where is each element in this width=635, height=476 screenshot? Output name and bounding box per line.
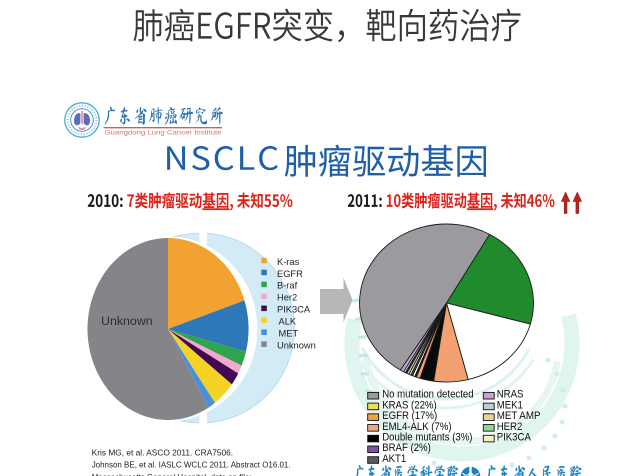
svg-text:No mutation detected: No mutation detected (382, 389, 473, 401)
svg-text:Guangdong Lung Cancer Institut: Guangdong Lung Cancer Institute (105, 130, 223, 137)
svg-text:HER2: HER2 (497, 421, 523, 433)
svg-text:KRAS (22%): KRAS (22%) (382, 399, 437, 411)
svg-text:EGFR: EGFR (277, 269, 303, 279)
svg-text:BRAF (2%): BRAF (2%) (382, 442, 431, 454)
svg-text:MEK1: MEK1 (497, 399, 523, 411)
svg-text:Double mutants (3%): Double mutants (3%) (382, 431, 472, 443)
svg-text:MET: MET (279, 329, 299, 339)
svg-text:B-raf: B-raf (277, 281, 298, 291)
svg-text:Massachusetts General Hospital: Massachusetts General Hospital, data on … (92, 473, 252, 476)
svg-text:MET AMP: MET AMP (497, 410, 541, 422)
svg-text:Her2: Her2 (277, 293, 297, 303)
svg-text:K-ras: K-ras (277, 257, 300, 267)
svg-text:ALK: ALK (279, 317, 297, 327)
svg-text:PIK3CA: PIK3CA (277, 305, 311, 315)
svg-text:PIK3CA: PIK3CA (497, 431, 532, 443)
svg-text:NRAS: NRAS (497, 389, 524, 401)
svg-text:EML4-ALK (7%): EML4-ALK (7%) (382, 421, 452, 433)
svg-text:Unknown: Unknown (101, 314, 153, 328)
svg-text:Unknown: Unknown (277, 340, 316, 350)
svg-text:Kris MG, et al. ASCO 2011. CRA: Kris MG, et al. ASCO 2011. CRA7506. (92, 448, 233, 457)
svg-text:Johnson BE, et al. IASLC WCLC: Johnson BE, et al. IASLC WCLC 2011. Abst… (92, 461, 291, 470)
svg-text:AKT1: AKT1 (382, 453, 406, 465)
svg-text:EGFR (17%): EGFR (17%) (382, 410, 437, 422)
